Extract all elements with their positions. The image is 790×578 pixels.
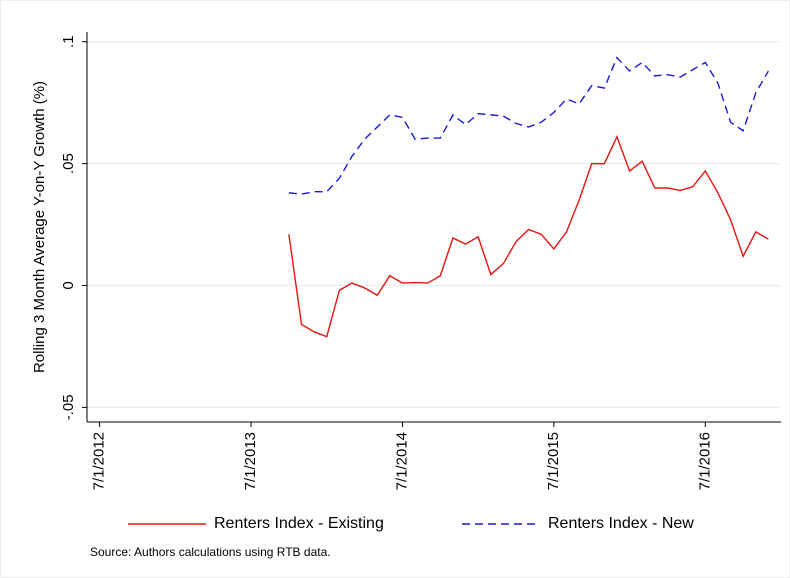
legend-label: Renters Index - Existing [214,515,384,532]
y-tick-label: -.05 [60,394,77,420]
note: Source: Authors calculations using RTB d… [90,545,331,559]
x-tick-label: 7/1/2014 [393,432,410,490]
y-tick-label: 0 [60,281,77,289]
x-tick-label: 7/1/2015 [545,432,562,490]
x-tick-label: 7/1/2012 [91,432,108,490]
y-axis-label: Rolling 3 Month Average Y-on-Y Growth (%… [31,81,48,373]
y-tick-label: .05 [60,153,77,174]
x-tick-label: 7/1/2013 [242,432,259,490]
legend-label: Renters Index - New [548,515,694,532]
series-line [288,56,769,195]
series-line [288,135,769,338]
y-tick-label: .1 [60,35,77,48]
x-tick-label: 7/1/2016 [696,432,713,490]
